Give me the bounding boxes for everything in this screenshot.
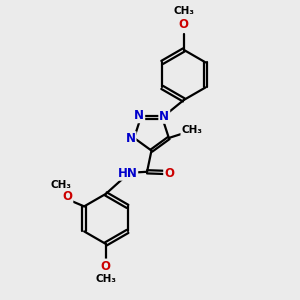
- Text: CH₃: CH₃: [51, 180, 72, 190]
- Text: CH₃: CH₃: [173, 6, 194, 16]
- Text: HN: HN: [117, 167, 137, 180]
- Text: O: O: [62, 190, 72, 203]
- Text: N: N: [126, 132, 136, 145]
- Text: CH₃: CH₃: [181, 125, 202, 135]
- Text: N: N: [134, 109, 144, 122]
- Text: O: O: [179, 18, 189, 32]
- Text: N: N: [159, 110, 169, 123]
- Text: O: O: [101, 260, 111, 272]
- Text: CH₃: CH₃: [95, 274, 116, 284]
- Text: O: O: [164, 167, 174, 180]
